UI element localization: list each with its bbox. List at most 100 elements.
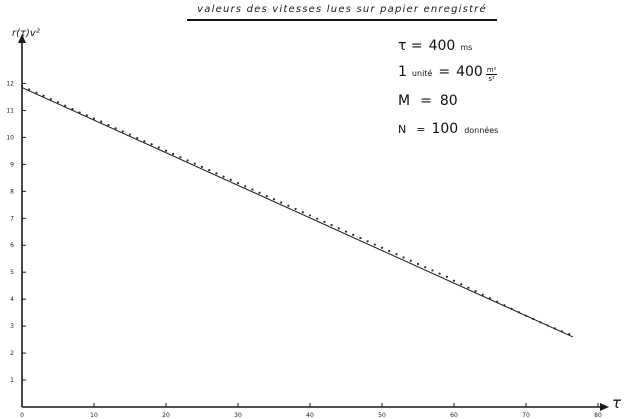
annotation-tau: τ = 400 ms [398,38,472,54]
annotation-unit: 1 unité = 400 m² s² [398,64,498,87]
unit-prefix: 1 [398,64,407,80]
data-point [553,327,556,330]
x-axis-label: τ [612,394,622,412]
data-point [92,117,96,120]
data-point [114,127,117,130]
data-point [467,286,470,289]
unit-eq: = [438,64,451,80]
fit-line [21,87,574,338]
n-value: 100 [431,121,459,137]
data-point [395,253,398,256]
y-tick-label: 3 [10,323,14,330]
x-tick-label: 30 [234,412,242,419]
data-point [460,283,463,286]
unit-word: unité [411,69,433,78]
data-point [143,140,146,143]
title-underline [187,19,497,21]
data-point [244,185,247,188]
data-point [20,84,24,88]
tau-unit: ms [460,43,473,52]
data-point [294,207,297,211]
data-point [337,227,340,230]
data-point [316,217,319,220]
data-point [496,300,499,303]
data-point [164,149,168,152]
y-axis-arrow [18,34,26,43]
data-point [193,162,196,165]
data-point [265,194,268,198]
data-point [100,120,103,123]
data-point [517,311,520,314]
data-point [409,259,412,262]
data-point [510,307,513,310]
data-point [200,165,204,169]
data-point [222,175,225,178]
data-point [366,240,369,243]
y-tick-label: 12 [6,80,14,87]
unit-value: 400 [456,64,483,80]
data-point [78,111,81,114]
data-point [474,290,477,293]
y-tick-label: 10 [6,134,14,141]
data-point [352,233,355,236]
data-point [344,230,348,233]
data-point [431,269,434,272]
data-point [524,314,528,317]
data-point [546,324,549,327]
data-point [301,211,304,214]
x-tick-label: 40 [306,412,314,419]
y-tick-label: 8 [10,188,14,195]
data-point [28,88,31,91]
annotation-n: N = 100 données [398,121,498,137]
x-tick-label: 20 [162,412,170,419]
data-point [287,204,290,207]
data-point [208,169,211,172]
m-value: 80 [439,93,458,109]
data-point [35,91,38,94]
tau-value: 400 [428,38,456,54]
y-tick-label: 1 [10,377,14,384]
unit-denominator: s² [488,75,495,83]
data-point [503,304,506,307]
data-point [481,293,484,296]
data-point [107,124,110,127]
data-point [128,133,132,136]
x-tick-label: 60 [450,412,458,419]
y-axis-label: r(τ)v² [12,28,40,39]
data-point [229,178,232,181]
data-point [373,243,376,246]
data-point [330,224,333,227]
data-point [157,146,160,149]
x-tick-label: 10 [90,412,98,419]
y-tick-label: 11 [6,107,14,114]
data-point [280,201,283,204]
data-point [488,297,492,300]
y-tick-label: 2 [10,350,14,357]
data-point [64,104,67,107]
y-tick-label: 5 [10,269,14,276]
n-unit: données [464,126,499,135]
data-point [215,172,218,175]
y-tick-label: 9 [10,161,14,168]
data-point [172,152,175,156]
data-point [388,249,391,253]
data-point [258,191,261,194]
data-point [272,198,276,201]
data-point [532,317,535,321]
data-point [236,181,240,185]
data-point [416,262,420,266]
data-point [71,107,74,111]
y-tick-label: 6 [10,242,14,249]
data-point [438,272,441,275]
tau-label: τ = [398,38,423,54]
data-point [186,159,189,162]
x-axis-arrow [600,403,609,411]
data-point [85,114,88,117]
data-point [424,266,427,269]
unit-fraction: m² s² [485,66,498,83]
data-point [402,256,405,259]
data-point [359,236,362,240]
n-label: N [398,123,407,136]
data-point [323,220,326,224]
